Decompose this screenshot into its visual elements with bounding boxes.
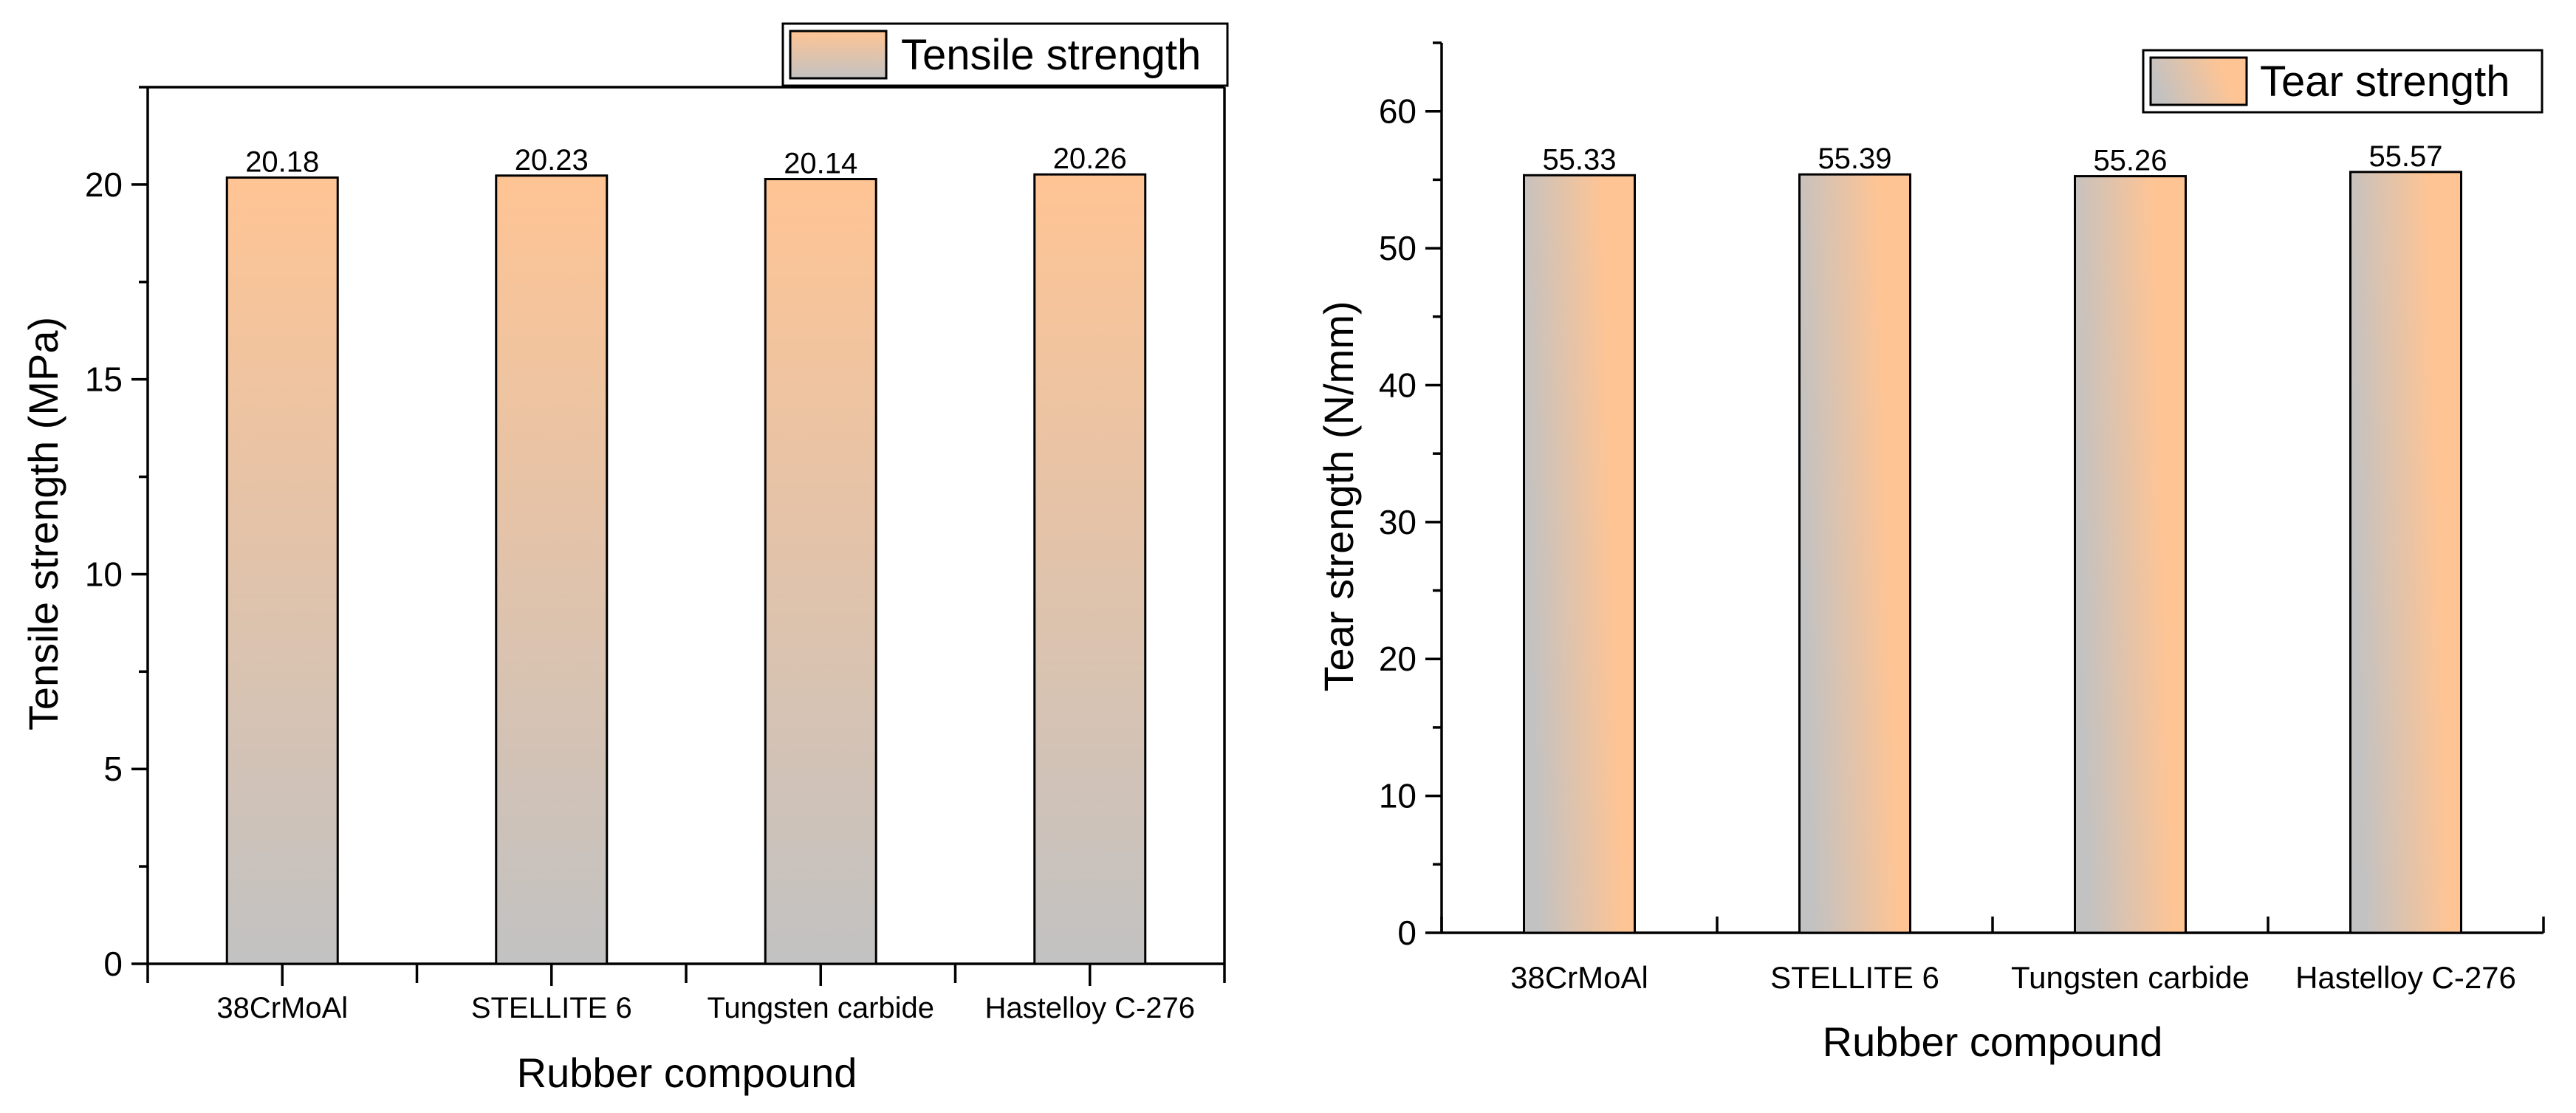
tear-y-ticks: 0 10 20 30 40 50 60 bbox=[1379, 41, 1442, 952]
tensile-bar bbox=[225, 176, 339, 965]
tensile-x-tick-label: Hastelloy C-276 bbox=[984, 992, 1195, 1024]
tear-bars bbox=[1523, 171, 2462, 934]
tear-y-tick-label: 50 bbox=[1379, 229, 1417, 267]
tear-y-tick-label: 60 bbox=[1379, 92, 1417, 131]
tensile-bars bbox=[225, 173, 1147, 965]
tensile-data-label: 20.14 bbox=[784, 148, 857, 180]
tensile-y-tick-label: 15 bbox=[85, 360, 123, 399]
tensile-bar bbox=[495, 174, 609, 965]
tear-bar bbox=[1798, 173, 1911, 934]
tensile-strength-chart: 0 5 10 15 20 38CrMoAl STELLITE 6 Tungsten carb… bbox=[20, 22, 1229, 1096]
tensile-legend-swatch bbox=[789, 30, 888, 80]
tensile-data-label: 20.18 bbox=[245, 145, 319, 178]
tensile-x-ticks: 38CrMoAl STELLITE 6 Tungsten carbide Hastel… bbox=[146, 964, 1226, 1024]
tear-bar bbox=[2074, 175, 2187, 934]
tensile-x-tick-label: Tungsten carbide bbox=[707, 992, 934, 1024]
tear-strength-chart: 0 10 20 30 40 50 60 38CrMoAl STELLITE 6 Tungsten… bbox=[1315, 41, 2545, 1065]
tear-y-tick-label: 20 bbox=[1379, 640, 1417, 678]
tear-legend-label: Tear strength bbox=[2260, 58, 2510, 106]
tear-x-ticks: 38CrMoAl STELLITE 6 Tungsten carbide Hastel… bbox=[1440, 914, 2545, 995]
tear-data-label: 55.26 bbox=[2093, 145, 2167, 177]
tear-bar bbox=[1523, 174, 1636, 934]
tensile-y-ticks: 0 5 10 15 20 bbox=[85, 86, 148, 983]
tensile-x-axis-title: Rubber compound bbox=[517, 1049, 857, 1096]
tensile-legend: Tensile strength bbox=[781, 22, 1229, 87]
tensile-x-tick-label: 38CrMoAl bbox=[216, 992, 348, 1024]
tensile-y-tick-label: 0 bbox=[103, 945, 123, 983]
tear-x-axis-title: Rubber compound bbox=[1823, 1018, 2163, 1065]
tear-y-tick-label: 30 bbox=[1379, 503, 1417, 541]
tear-data-label: 55.57 bbox=[2368, 140, 2442, 173]
tensile-bar bbox=[764, 178, 877, 965]
tear-y-axis-title: Tear strength (N/mm) bbox=[1315, 301, 1362, 692]
tear-legend: Tear strength bbox=[2142, 49, 2544, 114]
tensile-legend-label: Tensile strength bbox=[901, 31, 1201, 79]
tear-legend-swatch bbox=[2149, 56, 2248, 106]
tear-y-tick-label: 0 bbox=[1397, 914, 1417, 952]
tear-x-tick-label: STELLITE 6 bbox=[1770, 960, 1939, 995]
tear-y-tick-label: 40 bbox=[1379, 366, 1417, 404]
tear-data-label: 55.33 bbox=[1542, 143, 1616, 176]
tensile-data-label: 20.23 bbox=[515, 144, 589, 177]
tear-data-labels: 55.33 55.39 55.26 55.57 bbox=[1542, 140, 2442, 177]
tear-x-tick-label: Tungsten carbide bbox=[2011, 960, 2250, 995]
tensile-data-labels: 20.18 20.23 20.14 20.26 bbox=[245, 143, 1127, 179]
tensile-y-axis-title: Tensile strength (MPa) bbox=[20, 317, 66, 730]
tear-x-tick-label: 38CrMoAl bbox=[1510, 960, 1648, 995]
tensile-bar bbox=[1033, 173, 1147, 965]
tear-x-tick-label: Hastelloy C-276 bbox=[2295, 960, 2516, 995]
tensile-y-tick-label: 20 bbox=[85, 165, 123, 204]
tensile-x-tick-label: STELLITE 6 bbox=[471, 992, 632, 1024]
tensile-y-tick-label: 10 bbox=[85, 555, 123, 593]
tear-y-tick-label: 10 bbox=[1379, 777, 1417, 815]
tensile-data-label: 20.26 bbox=[1053, 143, 1127, 175]
tear-data-label: 55.39 bbox=[1818, 143, 1891, 175]
tensile-y-tick-label: 5 bbox=[103, 750, 123, 788]
tear-bar bbox=[2349, 171, 2462, 934]
